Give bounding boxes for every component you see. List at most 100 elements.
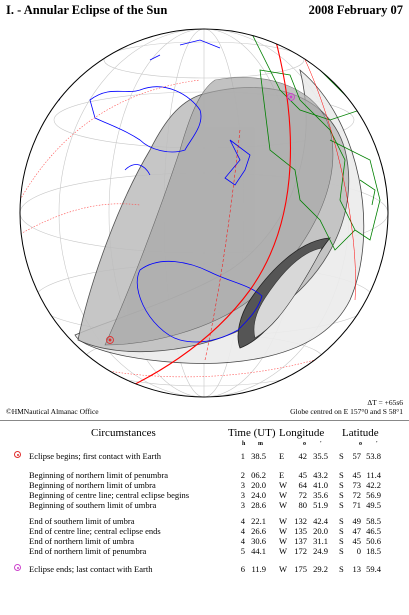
cell-lon-d: 64 bbox=[298, 480, 308, 490]
cell-m: 28.6 bbox=[251, 500, 266, 510]
cell-lat-d: 72 bbox=[352, 490, 362, 500]
cell-h: 2 bbox=[240, 470, 245, 480]
cell-lon-m: 29.2 bbox=[313, 564, 328, 574]
unit-hours: h bbox=[242, 441, 246, 447]
cell-lat-d: 73 bbox=[352, 480, 362, 490]
page-title: I. - Annular Eclipse of the Sun bbox=[6, 3, 168, 17]
table-row: End of northern limit of umbra 4 30.6 W 137 3… bbox=[0, 536, 409, 546]
cell-desc: Eclipse ends; last contact with Earth bbox=[29, 564, 153, 574]
cell-m: 20.0 bbox=[251, 480, 266, 490]
table-row: End of northern limit of penumbra 5 44.1 W 1… bbox=[0, 546, 409, 556]
unit-lon-deg: o bbox=[303, 441, 306, 447]
cell-lon-m: 43.2 bbox=[313, 470, 328, 480]
greatcircle-line bbox=[204, 129, 241, 361]
cell-lat-m: 11.4 bbox=[366, 470, 381, 480]
table-row: Beginning of northern limit of penumbra 2… bbox=[0, 470, 409, 480]
cell-m: 26.6 bbox=[251, 526, 266, 536]
cell-h: 3 bbox=[240, 500, 245, 510]
header-time: Time (UT) bbox=[228, 427, 276, 439]
cell-lat-m: 50.6 bbox=[366, 536, 381, 546]
cell-h: 5 bbox=[240, 546, 245, 556]
cell-m: 06.2 bbox=[251, 470, 266, 480]
cell-h: 4 bbox=[240, 536, 245, 546]
cell-lat-d: 57 bbox=[352, 451, 362, 461]
cell-ns: S bbox=[339, 500, 344, 510]
cell-h: 3 bbox=[240, 480, 245, 490]
cell-lon-d: 45 bbox=[298, 470, 308, 480]
table-row: Beginning of northern limit of umbra 3 20.… bbox=[0, 480, 409, 490]
cell-lat-m: 59.4 bbox=[366, 564, 381, 574]
cell-lat-m: 18.5 bbox=[366, 546, 381, 556]
unit-lat-min: ' bbox=[376, 441, 378, 447]
unit-minutes: m bbox=[258, 441, 263, 447]
eclipse-map-panel: I. - Annular Eclipse of the Sun 2008 Feb… bbox=[6, 3, 403, 416]
cell-ew: E bbox=[279, 470, 285, 480]
cell-ns: S bbox=[339, 451, 344, 461]
cell-m: 22.1 bbox=[251, 516, 266, 526]
central-line bbox=[99, 29, 292, 397]
table-row: Beginning of southern limit of umbra 3 28.… bbox=[0, 500, 409, 510]
table-row: Eclipse ends; last contact with Earth 6 11… bbox=[0, 564, 409, 574]
cell-lat-d: 0 bbox=[356, 546, 361, 556]
cell-ew: W bbox=[279, 480, 288, 490]
cell-lat-m: 58.5 bbox=[366, 516, 381, 526]
cell-h: 6 bbox=[240, 564, 245, 574]
first-contact-marker bbox=[106, 336, 114, 344]
cell-desc: End of southern limit of umbra bbox=[29, 516, 135, 526]
cell-lon-d: 42 bbox=[298, 451, 308, 461]
copyright: ©HMNautical Almanac Office bbox=[6, 407, 99, 416]
globe-centre: Globe centred on E 157°0 and S 58°1 bbox=[290, 407, 403, 416]
cell-lat-m: 46.5 bbox=[366, 526, 381, 536]
cell-ew: W bbox=[279, 516, 288, 526]
cell-desc: End of northern limit of penumbra bbox=[29, 546, 147, 556]
cell-ew: W bbox=[279, 500, 288, 510]
cell-lon-m: 51.9 bbox=[313, 500, 328, 510]
cell-lon-m: 31.1 bbox=[313, 536, 328, 546]
cell-ns: S bbox=[339, 470, 344, 480]
cell-ns: S bbox=[339, 490, 344, 500]
globe-outline bbox=[19, 28, 389, 398]
delta-t: ΔT = +65s6 bbox=[367, 398, 403, 407]
cell-lon-d: 137 bbox=[294, 536, 307, 546]
cell-m: 24.0 bbox=[251, 490, 266, 500]
cell-desc: Eclipse begins; first contact with Earth bbox=[29, 451, 161, 461]
cell-lat-d: 13 bbox=[352, 564, 362, 574]
unit-lat-deg: o bbox=[359, 441, 362, 447]
table-row: Beginning of centre line; central eclips… bbox=[0, 490, 409, 500]
cell-h: 4 bbox=[240, 516, 245, 526]
globe-map bbox=[19, 28, 389, 398]
cell-lon-d: 80 bbox=[298, 500, 308, 510]
last-contact-marker bbox=[14, 564, 21, 571]
cell-lon-m: 35.6 bbox=[313, 490, 328, 500]
cell-lon-m: 41.0 bbox=[313, 480, 328, 490]
cell-lat-d: 45 bbox=[352, 470, 362, 480]
first-contact-marker bbox=[14, 451, 21, 458]
cell-desc: Beginning of centre line; central eclips… bbox=[29, 490, 190, 500]
cell-ns: S bbox=[339, 526, 344, 536]
unit-lon-min: ' bbox=[320, 441, 322, 447]
cell-h: 3 bbox=[240, 490, 245, 500]
cell-desc: End of centre line; central eclipse ends bbox=[29, 526, 161, 536]
cell-ew: W bbox=[279, 546, 288, 556]
cell-ns: S bbox=[339, 480, 344, 490]
cell-lon-m: 24.9 bbox=[313, 546, 328, 556]
cell-lon-d: 132 bbox=[294, 516, 307, 526]
eclipse-date: 2008 February 07 bbox=[308, 3, 403, 17]
cell-lat-d: 49 bbox=[352, 516, 362, 526]
cell-m: 30.6 bbox=[251, 536, 266, 546]
cell-ns: S bbox=[339, 564, 344, 574]
cell-ew: W bbox=[279, 536, 288, 546]
cell-ew: W bbox=[279, 564, 288, 574]
table-row: Eclipse begins; first contact with Earth… bbox=[0, 451, 409, 461]
cell-lon-d: 172 bbox=[294, 546, 307, 556]
header-longitude: Longitude bbox=[279, 427, 325, 439]
cell-lon-d: 135 bbox=[294, 526, 307, 536]
cell-ns: S bbox=[339, 536, 344, 546]
cell-lon-m: 35.5 bbox=[313, 451, 328, 461]
cell-ns: S bbox=[339, 516, 344, 526]
cell-lat-m: 49.5 bbox=[366, 500, 381, 510]
cell-lat-m: 53.8 bbox=[366, 451, 381, 461]
header-circumstances: Circumstances bbox=[91, 427, 156, 439]
table-row: End of southern limit of umbra 4 22.1 W 132 4… bbox=[0, 516, 409, 526]
cell-lon-m: 20.0 bbox=[313, 526, 328, 536]
